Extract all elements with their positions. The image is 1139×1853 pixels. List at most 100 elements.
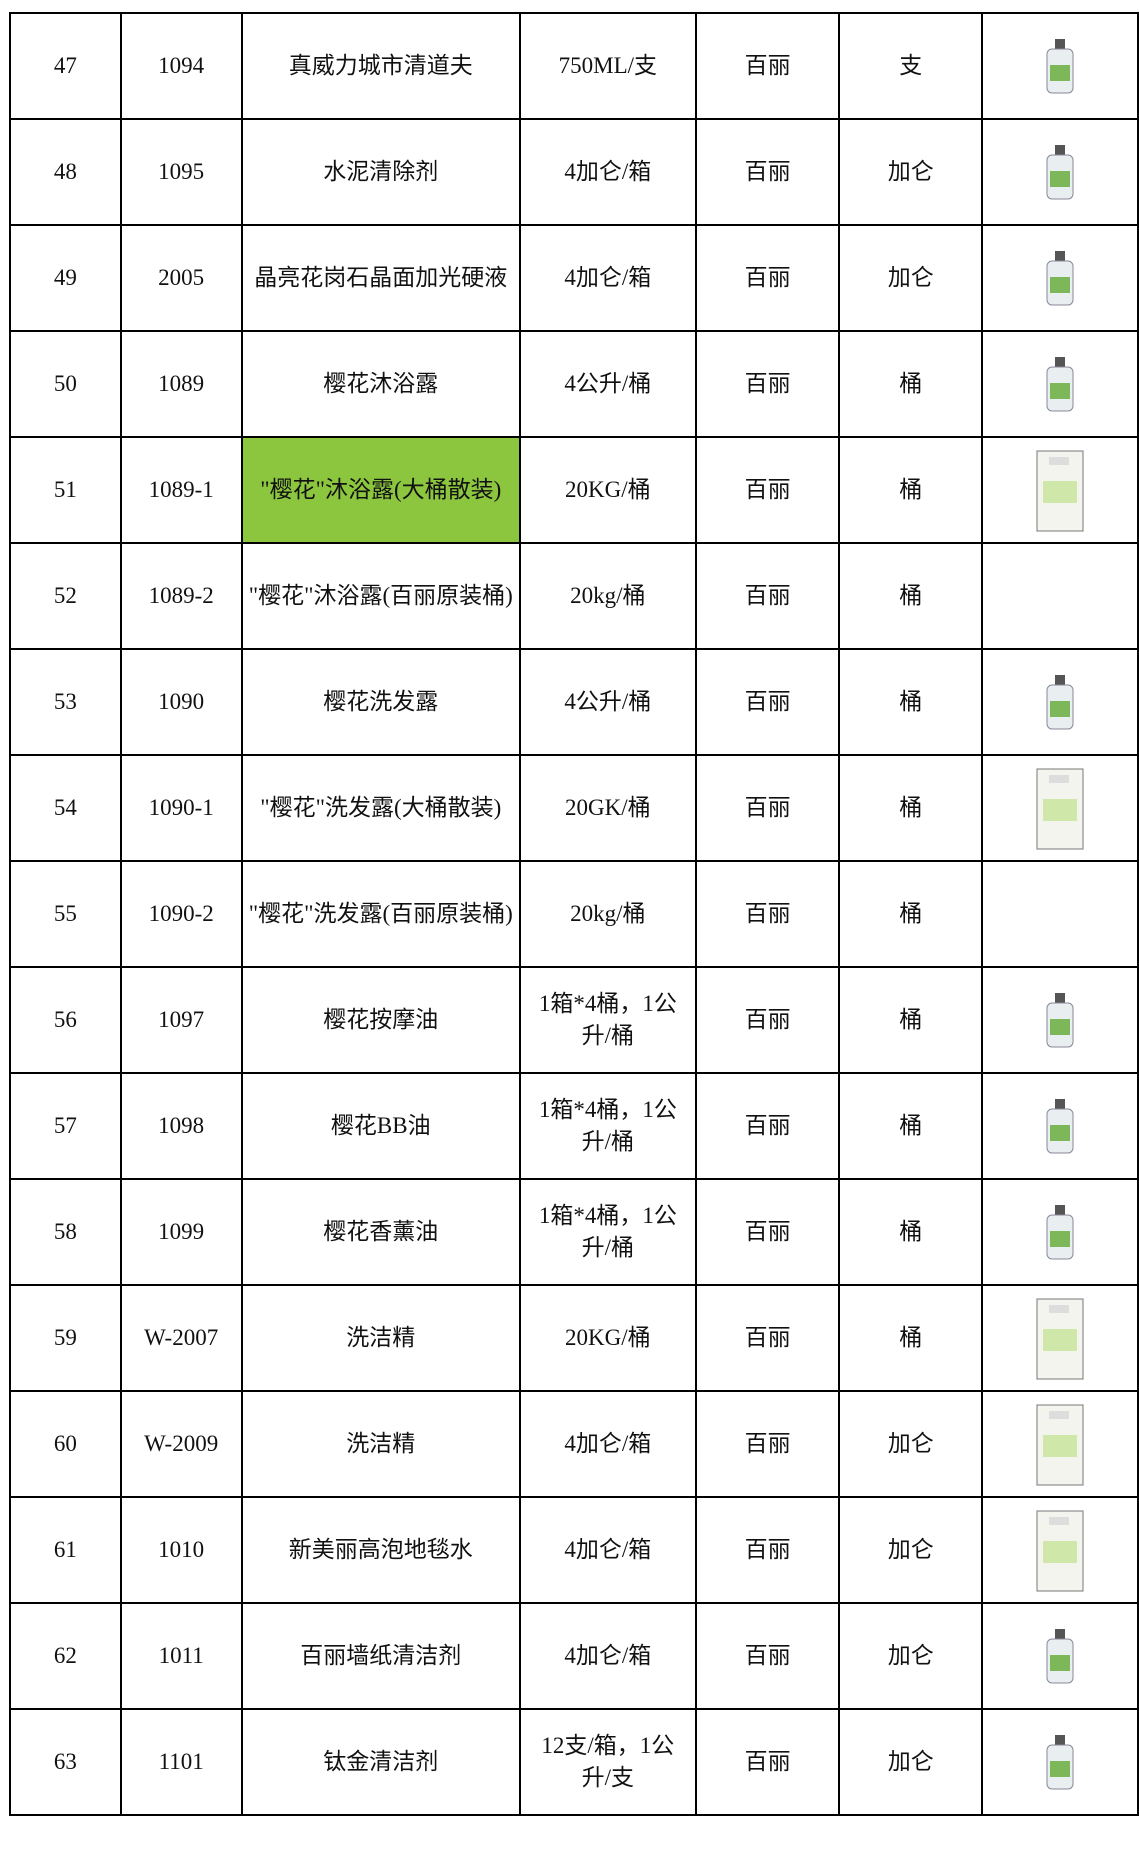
brand: 百丽: [694, 648, 841, 756]
table-row: 51 1089-1 "樱花"沐浴露(大桶散装) 20KG/桶 百丽桶: [9, 436, 1139, 544]
row-number: 55: [9, 860, 122, 968]
image-cell: [981, 1178, 1139, 1286]
product-name: 樱花洗发露: [240, 648, 522, 756]
product-name: 晶亮花岗石晶面加光硬液: [240, 224, 522, 332]
brand: 百丽: [694, 1390, 841, 1498]
spec: 4加仑/箱: [519, 224, 697, 332]
product-table: 47 1094 真威力城市清道夫 750ML/支 百丽支 48 1095 水泥清除剂 4加仑/箱…: [9, 12, 1139, 1816]
spec: 1箱*4桶，1公升/桶: [519, 1072, 697, 1180]
product-name: 百丽墙纸清洁剂: [240, 1602, 522, 1710]
row-number: 59: [9, 1284, 122, 1392]
image-cell: [981, 436, 1139, 544]
spec: 750ML/支: [519, 12, 697, 120]
product-image: [1046, 357, 1074, 412]
brand: 百丽: [694, 1708, 841, 1816]
unit: 桶: [838, 330, 984, 438]
brand: 百丽: [694, 542, 841, 650]
product-code: 1010: [119, 1496, 243, 1604]
product-code: 1090-2: [119, 860, 243, 968]
product-image: [1036, 1298, 1084, 1380]
spec: 4公升/桶: [519, 330, 697, 438]
product-name: 洗洁精: [240, 1390, 522, 1498]
row-number: 51: [9, 436, 122, 544]
image-cell: [981, 1602, 1139, 1710]
unit: 加仑: [838, 1496, 984, 1604]
product-image: [1046, 675, 1074, 730]
brand: 百丽: [694, 330, 841, 438]
image-cell: [981, 330, 1139, 438]
product-image: [1046, 1629, 1074, 1684]
table-row: 60 W-2009 洗洁精 4加仑/箱 百丽 加仑: [9, 1390, 1139, 1498]
product-code: 1101: [119, 1708, 243, 1816]
unit: 加仑: [838, 1708, 984, 1816]
image-cell: [981, 966, 1139, 1074]
product-code: 1094: [119, 12, 243, 120]
product-code: 1090-1: [119, 754, 243, 862]
product-name: "樱花"洗发露(大桶散装): [240, 754, 522, 862]
unit: 桶: [838, 966, 984, 1074]
brand: 百丽: [694, 118, 841, 226]
product-name: "樱花"沐浴露(大桶散装): [240, 436, 522, 544]
image-cell: [981, 648, 1139, 756]
product-image: [1046, 1099, 1074, 1154]
product-name: 洗洁精: [240, 1284, 522, 1392]
product-code: 1098: [119, 1072, 243, 1180]
spec: 1箱*4桶，1公升/桶: [519, 966, 697, 1074]
row-number: 53: [9, 648, 122, 756]
table-row: 49 2005 晶亮花岗石晶面加光硬液 4加仑/箱 百丽 加仑: [9, 224, 1139, 332]
spec: 4加仑/箱: [519, 118, 697, 226]
unit: 桶: [838, 1284, 984, 1392]
table-row: 61 1010 新美丽高泡地毯水 4加仑/箱 百丽 加仑: [9, 1496, 1139, 1604]
row-number: 48: [9, 118, 122, 226]
row-number: 63: [9, 1708, 122, 1816]
image-cell: [981, 1390, 1139, 1498]
image-cell: [981, 542, 1139, 650]
brand: 百丽: [694, 224, 841, 332]
brand: 百丽: [694, 754, 841, 862]
product-code: 1089: [119, 330, 243, 438]
table-row: 58 1099 樱花香薰油 1箱*4桶，1公升/桶 百丽桶: [9, 1178, 1139, 1286]
unit: 支: [838, 12, 984, 120]
product-code: 1089-2: [119, 542, 243, 650]
unit: 桶: [838, 648, 984, 756]
unit: 桶: [838, 542, 984, 650]
product-image: [1046, 993, 1074, 1048]
row-number: 52: [9, 542, 122, 650]
row-number: 50: [9, 330, 122, 438]
spec: 4加仑/箱: [519, 1390, 697, 1498]
spec: 20GK/桶: [519, 754, 697, 862]
table-row: 48 1095 水泥清除剂 4加仑/箱 百丽 加仑: [9, 118, 1139, 226]
product-name: 樱花沐浴露: [240, 330, 522, 438]
spec: 20KG/桶: [519, 1284, 697, 1392]
product-image: [1046, 1205, 1074, 1260]
unit: 加仑: [838, 1390, 984, 1498]
table-row: 54 1090-1 "樱花"洗发露(大桶散装) 20GK/桶 百丽桶: [9, 754, 1139, 862]
table-row: 50 1089 樱花沐浴露 4公升/桶 百丽桶: [9, 330, 1139, 438]
image-cell: [981, 1072, 1139, 1180]
product-image: [1036, 450, 1084, 532]
image-cell: [981, 12, 1139, 120]
product-image: [1046, 145, 1074, 200]
product-code: 2005: [119, 224, 243, 332]
table-row: 59 W-2007 洗洁精 20KG/桶 百丽桶: [9, 1284, 1139, 1392]
product-code: W-2009: [119, 1390, 243, 1498]
spec: 4公升/桶: [519, 648, 697, 756]
row-number: 60: [9, 1390, 122, 1498]
image-cell: [981, 860, 1139, 968]
spec: 4加仑/箱: [519, 1602, 697, 1710]
spec: 1箱*4桶，1公升/桶: [519, 1178, 697, 1286]
product-name: 钛金清洁剂: [240, 1708, 522, 1816]
table-row: 52 1089-2 "樱花"沐浴露(百丽原装桶) 20kg/桶 百丽桶: [9, 542, 1139, 650]
brand: 百丽: [694, 1072, 841, 1180]
spec: 20kg/桶: [519, 542, 697, 650]
product-code: 1097: [119, 966, 243, 1074]
image-cell: [981, 1284, 1139, 1392]
row-number: 58: [9, 1178, 122, 1286]
table-row: 53 1090 樱花洗发露 4公升/桶 百丽桶: [9, 648, 1139, 756]
row-number: 57: [9, 1072, 122, 1180]
spec: 4加仑/箱: [519, 1496, 697, 1604]
product-name: "樱花"洗发露(百丽原装桶): [240, 860, 522, 968]
brand: 百丽: [694, 1602, 841, 1710]
product-name: 新美丽高泡地毯水: [240, 1496, 522, 1604]
product-name: 樱花按摩油: [240, 966, 522, 1074]
